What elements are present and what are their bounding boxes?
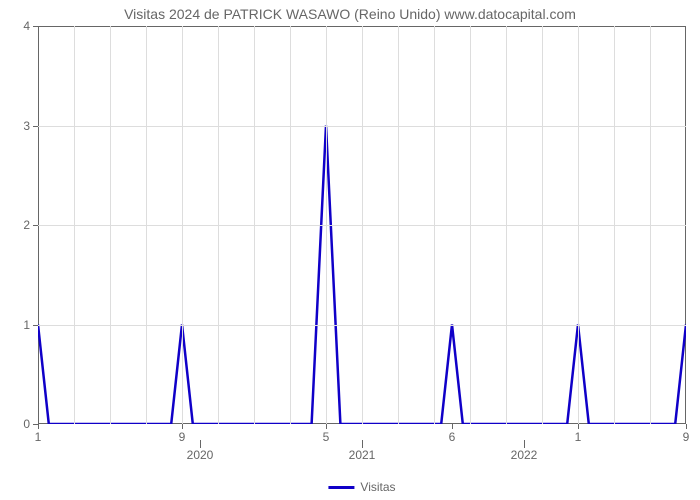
legend: Visitas xyxy=(328,480,395,494)
x-year-tick-mark xyxy=(362,440,363,448)
x-year-label: 2022 xyxy=(511,448,538,462)
chart-title: Visitas 2024 de PATRICK WASAWO (Reino Un… xyxy=(0,6,700,22)
y-tick-label: 3 xyxy=(10,119,30,133)
x-year-tick-mark xyxy=(524,440,525,448)
y-tick-label: 1 xyxy=(10,318,30,332)
x-tick-mark xyxy=(326,424,327,429)
y-tick-label: 2 xyxy=(10,218,30,232)
gridline-vertical xyxy=(146,26,147,424)
x-year-label: 2021 xyxy=(349,448,376,462)
x-tick-label: 6 xyxy=(449,430,456,444)
gridline-vertical xyxy=(614,26,615,424)
gridline-vertical xyxy=(578,26,579,424)
gridline-vertical xyxy=(542,26,543,424)
gridline-vertical xyxy=(506,26,507,424)
x-year-label: 2020 xyxy=(187,448,214,462)
y-tick-mark xyxy=(33,126,38,127)
y-tick-mark xyxy=(33,225,38,226)
x-tick-mark xyxy=(578,424,579,429)
chart-container: Visitas 2024 de PATRICK WASAWO (Reino Un… xyxy=(0,0,700,500)
x-tick-label: 9 xyxy=(179,430,186,444)
gridline-vertical xyxy=(470,26,471,424)
gridline-vertical xyxy=(110,26,111,424)
legend-label: Visitas xyxy=(360,480,395,494)
gridline-vertical xyxy=(254,26,255,424)
gridline-vertical xyxy=(434,26,435,424)
x-tick-label: 5 xyxy=(323,430,330,444)
x-tick-mark xyxy=(38,424,39,429)
gridline-vertical xyxy=(326,26,327,424)
gridline-vertical xyxy=(74,26,75,424)
y-tick-mark xyxy=(33,325,38,326)
gridline-vertical xyxy=(218,26,219,424)
gridline-vertical xyxy=(398,26,399,424)
gridline-vertical xyxy=(362,26,363,424)
x-tick-label: 1 xyxy=(575,430,582,444)
x-tick-mark xyxy=(686,424,687,429)
x-tick-mark xyxy=(452,424,453,429)
x-year-tick-mark xyxy=(200,440,201,448)
x-tick-mark xyxy=(182,424,183,429)
gridline-vertical xyxy=(650,26,651,424)
y-tick-label: 4 xyxy=(10,19,30,33)
gridline-vertical xyxy=(290,26,291,424)
x-tick-label: 9 xyxy=(683,430,690,444)
y-tick-label: 0 xyxy=(10,417,30,431)
legend-swatch xyxy=(328,486,354,489)
gridline-vertical xyxy=(182,26,183,424)
y-tick-mark xyxy=(33,26,38,27)
x-tick-label: 1 xyxy=(35,430,42,444)
